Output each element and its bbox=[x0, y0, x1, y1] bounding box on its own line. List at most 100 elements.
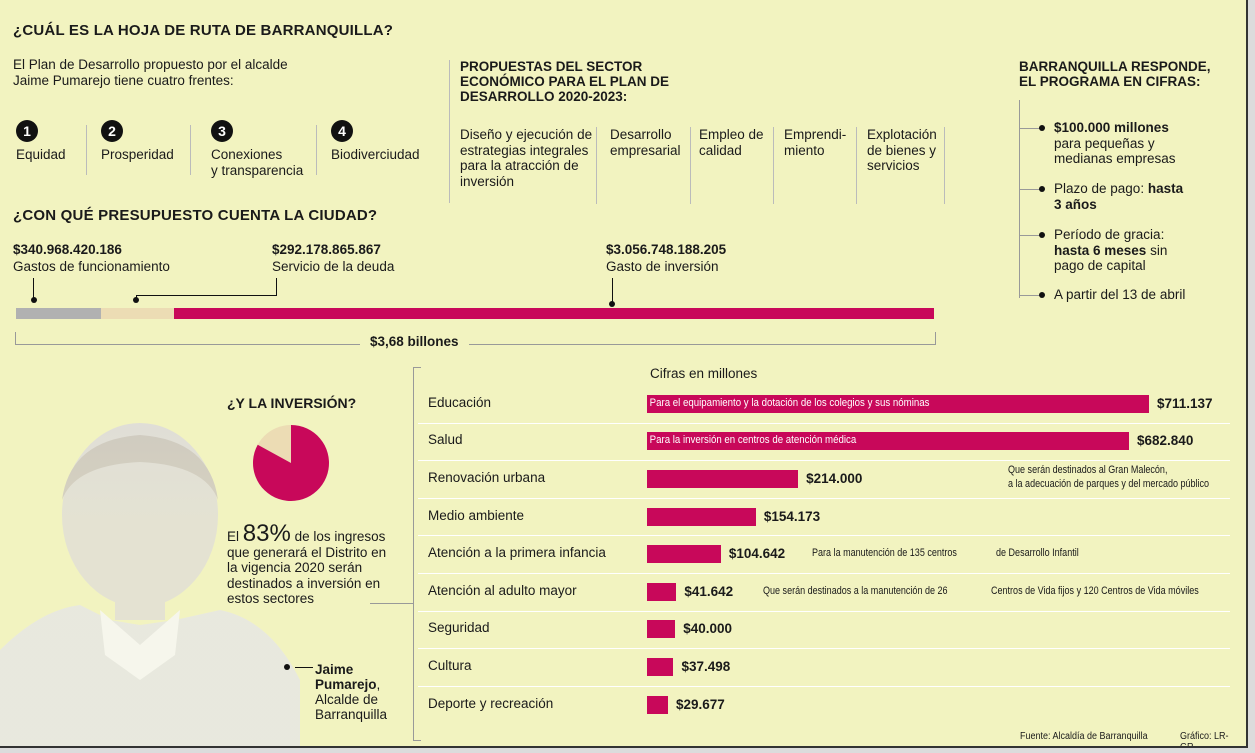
connector-dot-icon bbox=[133, 297, 139, 303]
program-item: A partir del 13 de abril bbox=[1054, 287, 1194, 303]
number-2-icon: 2 bbox=[101, 120, 123, 142]
chart-units: Cifras en millones bbox=[650, 366, 758, 381]
bar bbox=[647, 620, 676, 639]
investment-pie bbox=[253, 425, 329, 501]
program-tick bbox=[1020, 235, 1040, 236]
program-item: Plazo de pago: hasta 3 años bbox=[1054, 181, 1194, 212]
intro-text: El Plan de Desarrollo propuesto por el a… bbox=[13, 57, 288, 88]
annotation: Que serán destinados a la manutención de… bbox=[763, 584, 948, 597]
front-3: 3 Conexiones y transparencia bbox=[211, 120, 303, 178]
front-4: 4 Biodiverciudad bbox=[331, 120, 420, 163]
annotation: Que serán destinados al Gran Malecón, bbox=[1008, 464, 1168, 476]
proposal-item: Emprendi-miento bbox=[784, 127, 847, 158]
budget-segment bbox=[16, 308, 101, 319]
budget-segment bbox=[173, 308, 934, 319]
program-item: $100.000 millones para pequeñas y median… bbox=[1054, 120, 1194, 167]
program-tick bbox=[1020, 128, 1040, 129]
mayor-photo bbox=[0, 420, 300, 746]
category-label: Seguridad bbox=[428, 620, 490, 636]
program-bullet-icon bbox=[1039, 125, 1045, 131]
connector bbox=[33, 278, 34, 300]
category-label: Medio ambiente bbox=[428, 507, 525, 523]
row-divider bbox=[418, 648, 1230, 650]
bar-text: Para la inversión en centros de atención… bbox=[649, 434, 857, 447]
category-label: Salud bbox=[428, 432, 463, 448]
program-item-text: A partir del 13 de abril bbox=[1054, 287, 1186, 302]
budget-amount: $340.968.420.186 bbox=[13, 242, 122, 257]
budget-total: $3,68 billones bbox=[360, 334, 469, 349]
row-divider bbox=[418, 573, 1230, 574]
bar bbox=[647, 470, 799, 488]
bar bbox=[647, 394, 1149, 413]
value-label: $41.642 bbox=[684, 583, 734, 599]
row-divider bbox=[418, 460, 1230, 462]
connector bbox=[136, 295, 277, 296]
category-label: Atención a la primera infancia bbox=[428, 545, 606, 561]
value-label: $154.173 bbox=[763, 508, 821, 524]
bar bbox=[647, 658, 674, 676]
program-title: BARRANQUILLA RESPONDE, EL PROGRAMA EN CI… bbox=[1019, 59, 1211, 89]
main-title: ¿CUÁL ES LA HOJA DE RUTA DE BARRANQUILLA… bbox=[13, 22, 394, 39]
investment-percent: 83% bbox=[242, 520, 291, 547]
program-bullet-icon bbox=[1039, 232, 1045, 238]
budget-title: ¿CON QUÉ PRESUPUESTO CUENTA LA CIUDAD? bbox=[13, 207, 378, 224]
bar-text: Para el equipamiento y la dotación de lo… bbox=[649, 396, 930, 409]
value-label: $214.000 bbox=[806, 471, 863, 486]
program-tick bbox=[1020, 295, 1040, 296]
caption: Jaime Pumarejo, Alcalde de Barranquilla bbox=[315, 662, 388, 722]
source: Fuente: Alcaldía de Barranquilla bbox=[1020, 731, 1148, 742]
value-label: $104.642 bbox=[728, 546, 786, 562]
investment-text: El 83% de los ingresos que generará el D… bbox=[227, 520, 387, 607]
program-tick bbox=[1020, 189, 1040, 190]
category-label: Deporte y recreación bbox=[428, 695, 554, 711]
value-label: $29.677 bbox=[675, 696, 725, 712]
budget-label: Gastos de funcionamiento bbox=[13, 259, 170, 274]
number-4-icon: 4 bbox=[331, 120, 353, 142]
category-label: Atención al adulto mayor bbox=[428, 582, 577, 598]
connector bbox=[612, 278, 613, 302]
bar bbox=[647, 545, 721, 564]
investment-title: ¿Y LA INVERSIÓN? bbox=[227, 395, 357, 411]
proposals-title: PROPUESTAS DEL SECTOR ECONÓMICO PARA EL … bbox=[460, 59, 670, 104]
connector bbox=[276, 278, 277, 295]
row-divider bbox=[418, 535, 1230, 537]
value-label: $711.137 bbox=[1157, 395, 1213, 411]
annotation: de Desarrollo Infantil bbox=[996, 547, 1079, 560]
front-label: Conexiones bbox=[211, 147, 283, 162]
budget-label: Gasto de inversión bbox=[606, 259, 719, 274]
program-item-text: para pequeñas y medianas empresas bbox=[1054, 135, 1176, 167]
number-3-icon: 3 bbox=[211, 120, 233, 142]
program-item-text: Plazo de pago: bbox=[1054, 181, 1145, 196]
bar bbox=[647, 582, 677, 601]
connector-dot-icon bbox=[31, 297, 37, 303]
bar bbox=[647, 432, 1130, 451]
front-label: Biodiverciudad bbox=[331, 147, 420, 162]
row-divider bbox=[418, 685, 1230, 687]
proposal-item: Diseño y ejecución de estrategias integr… bbox=[460, 127, 593, 189]
bar bbox=[647, 695, 668, 714]
credit: Gráfico: LR-GR bbox=[1180, 731, 1229, 748]
value-label: $40.000 bbox=[683, 621, 733, 637]
value-label: $682.840 bbox=[1137, 433, 1194, 449]
program-item-bold: $100.000 millones bbox=[1054, 120, 1169, 135]
total-bracket bbox=[15, 332, 936, 345]
program-item-text: sin pago de capital bbox=[1054, 242, 1168, 274]
proposal-item: Empleo de calidad bbox=[699, 127, 764, 158]
pie-slice-investment bbox=[253, 425, 329, 501]
program-item-text: Período de gracia: bbox=[1054, 227, 1165, 242]
category-label: Educación bbox=[428, 394, 492, 410]
program-item-bold: hasta 6 meses bbox=[1054, 242, 1147, 258]
program-bullet-icon bbox=[1039, 292, 1045, 298]
front-2: 2 Prosperidad bbox=[101, 120, 174, 163]
value-label: $37.498 bbox=[681, 659, 731, 674]
front-1: 1 Equidad bbox=[16, 120, 66, 163]
row-divider bbox=[418, 497, 1230, 499]
number-1-icon: 1 bbox=[16, 120, 38, 142]
budget-amount: $3.056.748.188.205 bbox=[606, 242, 727, 257]
front-label: Prosperidad bbox=[101, 147, 174, 162]
annotation: Para la manutención de 135 centros bbox=[812, 547, 957, 560]
bar bbox=[647, 507, 756, 526]
budget-label: Servicio de la deuda bbox=[272, 259, 395, 274]
program-item-bold: hasta 3 años bbox=[1054, 181, 1184, 212]
